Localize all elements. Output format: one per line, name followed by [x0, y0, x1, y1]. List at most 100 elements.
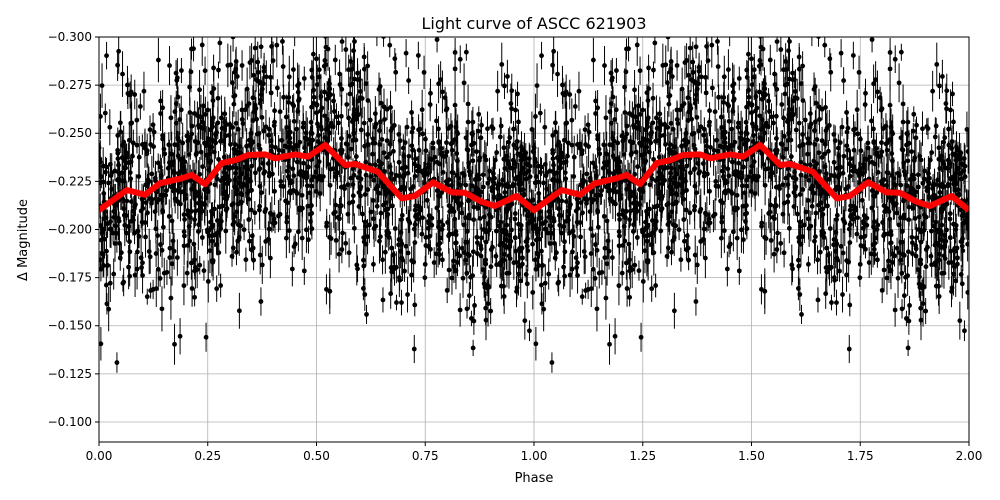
data-point	[823, 171, 829, 176]
data-point	[536, 263, 542, 268]
data-point	[729, 159, 735, 165]
data-point	[602, 63, 607, 68]
data-point	[615, 140, 621, 146]
data-point	[421, 171, 427, 176]
data-point	[533, 266, 539, 272]
data-point	[129, 199, 134, 204]
data-point	[590, 57, 596, 63]
data-point	[802, 117, 808, 123]
data-point	[99, 114, 103, 119]
data-point	[319, 127, 324, 132]
data-point	[361, 235, 367, 241]
data-point	[622, 238, 628, 244]
data-point	[669, 187, 675, 193]
data-point	[127, 273, 133, 279]
data-point	[646, 86, 652, 92]
data-point	[774, 247, 780, 252]
data-point	[381, 150, 387, 156]
data-point	[504, 222, 510, 228]
data-point	[698, 74, 704, 80]
data-point	[552, 120, 558, 126]
data-point	[914, 122, 919, 128]
data-point	[331, 211, 337, 216]
data-point	[147, 254, 153, 260]
data-point	[166, 142, 172, 148]
data-point	[714, 137, 720, 143]
data-point	[689, 131, 695, 137]
data-point	[811, 158, 817, 164]
data-point	[736, 160, 742, 166]
data-point	[571, 174, 577, 179]
data-point	[291, 67, 296, 73]
data-point	[427, 102, 433, 107]
data-point	[715, 39, 720, 44]
data-point	[905, 249, 911, 255]
data-point	[426, 213, 432, 218]
data-point	[237, 17, 242, 22]
data-point	[378, 234, 383, 240]
data-point	[533, 223, 539, 228]
data-point	[847, 302, 853, 308]
data-point	[650, 95, 656, 101]
data-point	[403, 50, 409, 56]
data-point	[844, 272, 849, 278]
data-point	[214, 286, 220, 292]
data-point	[845, 147, 850, 153]
data-point	[268, 74, 273, 80]
data-point	[838, 243, 844, 249]
data-point	[531, 149, 537, 155]
data-point	[402, 268, 407, 274]
data-point	[763, 120, 769, 126]
data-point	[432, 4, 437, 9]
data-point	[623, 260, 629, 266]
data-point	[570, 249, 575, 255]
data-point	[283, 235, 289, 241]
data-point	[835, 257, 840, 263]
data-point	[344, 102, 350, 107]
data-point	[544, 170, 550, 176]
data-point	[291, 118, 297, 124]
data-point	[356, 112, 361, 118]
data-point	[706, 216, 712, 222]
data-point	[155, 233, 161, 238]
data-point	[273, 144, 278, 150]
data-point	[758, 37, 763, 39]
data-point	[823, 128, 829, 134]
data-point	[361, 286, 366, 291]
data-point	[785, 193, 791, 199]
data-point	[749, 82, 755, 87]
data-point	[892, 56, 898, 62]
data-point	[786, 48, 791, 54]
data-point	[590, 160, 596, 166]
data-point	[793, 127, 799, 133]
data-point	[419, 231, 425, 237]
data-point	[953, 227, 959, 233]
data-point	[181, 243, 187, 249]
data-point	[99, 341, 104, 347]
data-point	[805, 198, 811, 203]
data-point	[393, 172, 399, 178]
data-point	[622, 110, 628, 115]
data-point	[850, 163, 856, 169]
data-point	[645, 115, 651, 121]
data-point	[436, 81, 442, 87]
data-point	[937, 243, 942, 249]
data-point	[262, 169, 268, 175]
data-point	[944, 88, 950, 94]
data-point	[492, 157, 498, 163]
data-point	[257, 203, 263, 209]
data-point	[512, 235, 518, 241]
data-point	[812, 84, 818, 89]
data-point	[400, 145, 406, 151]
data-point	[751, 67, 757, 73]
data-point	[636, 268, 642, 274]
data-point	[424, 197, 430, 203]
data-point	[854, 231, 860, 237]
data-point	[785, 138, 791, 143]
data-point	[857, 261, 863, 267]
data-point	[216, 156, 221, 162]
data-point	[234, 187, 240, 193]
data-point	[563, 89, 569, 95]
data-point	[519, 167, 525, 172]
data-point	[346, 115, 352, 121]
